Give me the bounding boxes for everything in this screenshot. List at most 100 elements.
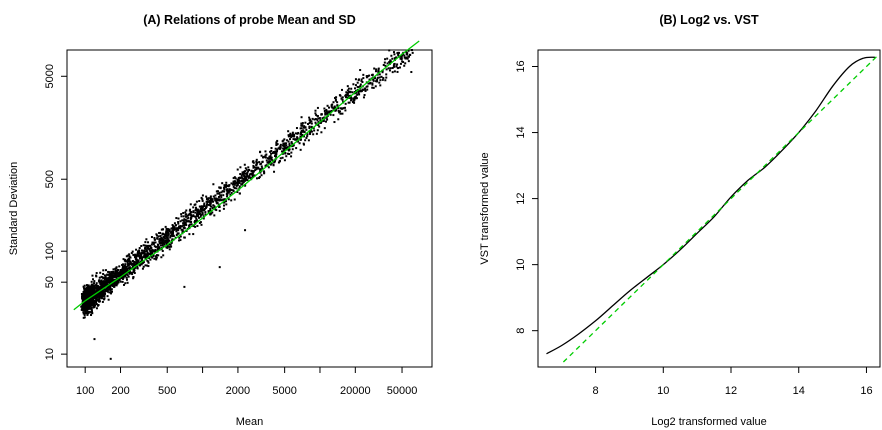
data-point <box>325 108 328 111</box>
data-point <box>359 69 362 72</box>
data-point <box>121 270 124 273</box>
data-point <box>148 248 151 251</box>
data-point <box>220 191 223 194</box>
data-point <box>149 258 152 261</box>
data-point <box>221 182 224 185</box>
data-point <box>113 282 116 285</box>
panel-a-lines <box>73 40 420 311</box>
data-point <box>178 236 181 239</box>
data-point <box>89 285 92 288</box>
data-point <box>88 310 91 313</box>
data-point <box>274 151 277 154</box>
data-point <box>238 185 241 188</box>
data-point <box>149 249 152 252</box>
data-point <box>103 290 106 293</box>
data-point <box>398 66 401 69</box>
data-point <box>212 183 215 186</box>
data-point <box>377 67 380 70</box>
data-point <box>246 179 249 182</box>
data-point <box>95 275 98 278</box>
data-point <box>144 254 147 257</box>
data-point <box>244 178 247 181</box>
data-point <box>356 81 359 84</box>
data-point <box>233 198 236 201</box>
data-point <box>326 118 329 121</box>
data-point <box>285 144 288 147</box>
data-point <box>104 292 107 295</box>
data-point <box>89 305 92 308</box>
data-point <box>184 213 187 216</box>
data-point <box>234 177 237 180</box>
data-point <box>106 285 109 288</box>
data-point <box>293 135 296 138</box>
data-point <box>244 229 247 232</box>
data-point <box>101 283 104 286</box>
data-point <box>334 109 337 112</box>
data-point <box>171 232 174 235</box>
data-point <box>169 243 172 246</box>
data-point <box>278 160 281 163</box>
data-point <box>199 221 202 224</box>
data-point <box>279 157 282 160</box>
data-point <box>82 316 85 319</box>
data-point <box>184 221 187 224</box>
data-point <box>82 312 85 315</box>
data-point <box>93 301 96 304</box>
data-point <box>83 316 86 319</box>
data-point <box>188 223 191 226</box>
data-point <box>90 301 93 304</box>
data-point <box>268 155 271 158</box>
data-point <box>141 256 144 259</box>
panel-b-lines <box>546 54 879 363</box>
data-point <box>137 252 140 255</box>
data-point <box>100 282 103 285</box>
data-point <box>87 301 90 304</box>
data-point <box>248 175 251 178</box>
data-point <box>172 225 175 228</box>
data-point <box>328 106 331 109</box>
data-point <box>362 77 365 80</box>
data-point <box>90 283 93 286</box>
data-point <box>379 79 382 82</box>
data-point <box>162 228 165 231</box>
data-point <box>302 129 305 132</box>
data-point <box>285 142 288 145</box>
data-point <box>269 150 272 153</box>
data-point <box>135 255 138 258</box>
data-point <box>383 61 386 64</box>
data-point <box>384 64 387 67</box>
data-point <box>217 195 220 198</box>
data-point <box>180 213 183 216</box>
data-point <box>144 264 147 267</box>
data-point <box>111 275 114 278</box>
data-point <box>215 199 218 202</box>
data-point <box>396 70 399 73</box>
data-point <box>86 306 89 309</box>
data-point <box>389 59 392 62</box>
data-point <box>206 197 209 200</box>
data-point <box>341 98 344 101</box>
data-point <box>266 161 269 164</box>
data-point <box>123 266 126 269</box>
data-point <box>271 159 274 162</box>
data-point <box>327 111 330 114</box>
data-point <box>354 97 357 100</box>
data-point <box>399 62 402 65</box>
data-point <box>108 286 111 289</box>
data-point <box>95 272 98 275</box>
data-point <box>228 190 231 193</box>
data-point <box>130 267 133 270</box>
data-point <box>91 274 94 277</box>
y-tick-label: 100 <box>44 242 56 260</box>
data-point <box>160 256 163 259</box>
data-point <box>104 282 107 285</box>
data-point <box>277 161 280 164</box>
data-point <box>124 282 127 285</box>
data-point <box>119 274 122 277</box>
data-point <box>93 291 96 294</box>
data-point <box>323 127 326 130</box>
data-point <box>195 213 198 216</box>
data-point <box>90 303 93 306</box>
data-point <box>201 209 204 212</box>
data-point <box>212 195 215 198</box>
